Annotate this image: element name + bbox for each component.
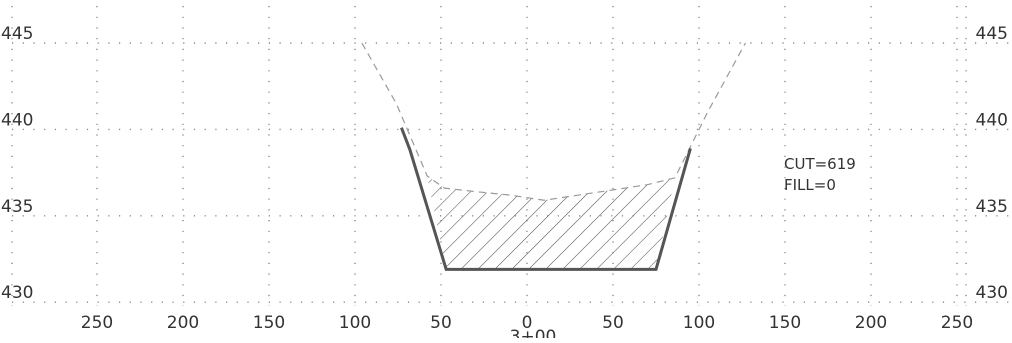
y-tick-label-right: 440	[976, 110, 1008, 130]
grid-layer	[11, 6, 1010, 306]
fill-volume-label: FILL=0	[784, 176, 836, 194]
x-tick-label: 50	[602, 313, 624, 333]
y-tick-label-left: 430	[1, 283, 33, 303]
x-tick-label: 50	[430, 313, 452, 333]
cut-area-layer	[427, 176, 675, 270]
y-tick-label-right: 445	[976, 24, 1008, 44]
y-tick-label-left: 440	[1, 110, 33, 130]
x-tick-label: 100	[339, 313, 371, 333]
design-template-layer	[400, 127, 692, 271]
y-tick-label-right: 435	[976, 197, 1008, 217]
x-tick-label: 200	[855, 313, 887, 333]
axis-labels-layer: 250 200 150 100 50 0 50 100 150 200 250 445 445 440 44…	[1, 24, 1008, 333]
x-tick-label: 100	[683, 313, 715, 333]
cut-area-hatch	[427, 176, 675, 270]
x-tick-label: 200	[167, 313, 199, 333]
y-tick-label-left: 445	[1, 24, 33, 44]
x-tick-label: 250	[941, 313, 973, 333]
y-tick-label-left: 435	[1, 197, 33, 217]
cut-volume-label: CUT=619	[784, 155, 856, 173]
x-tick-label: 150	[769, 313, 801, 333]
x-tick-label: 0	[522, 313, 533, 333]
x-tick-label: 150	[253, 313, 285, 333]
station-label: 3+00	[510, 327, 557, 338]
x-tick-label: 250	[81, 313, 113, 333]
design-template-line	[400, 127, 692, 271]
y-tick-label-right: 430	[976, 283, 1008, 303]
